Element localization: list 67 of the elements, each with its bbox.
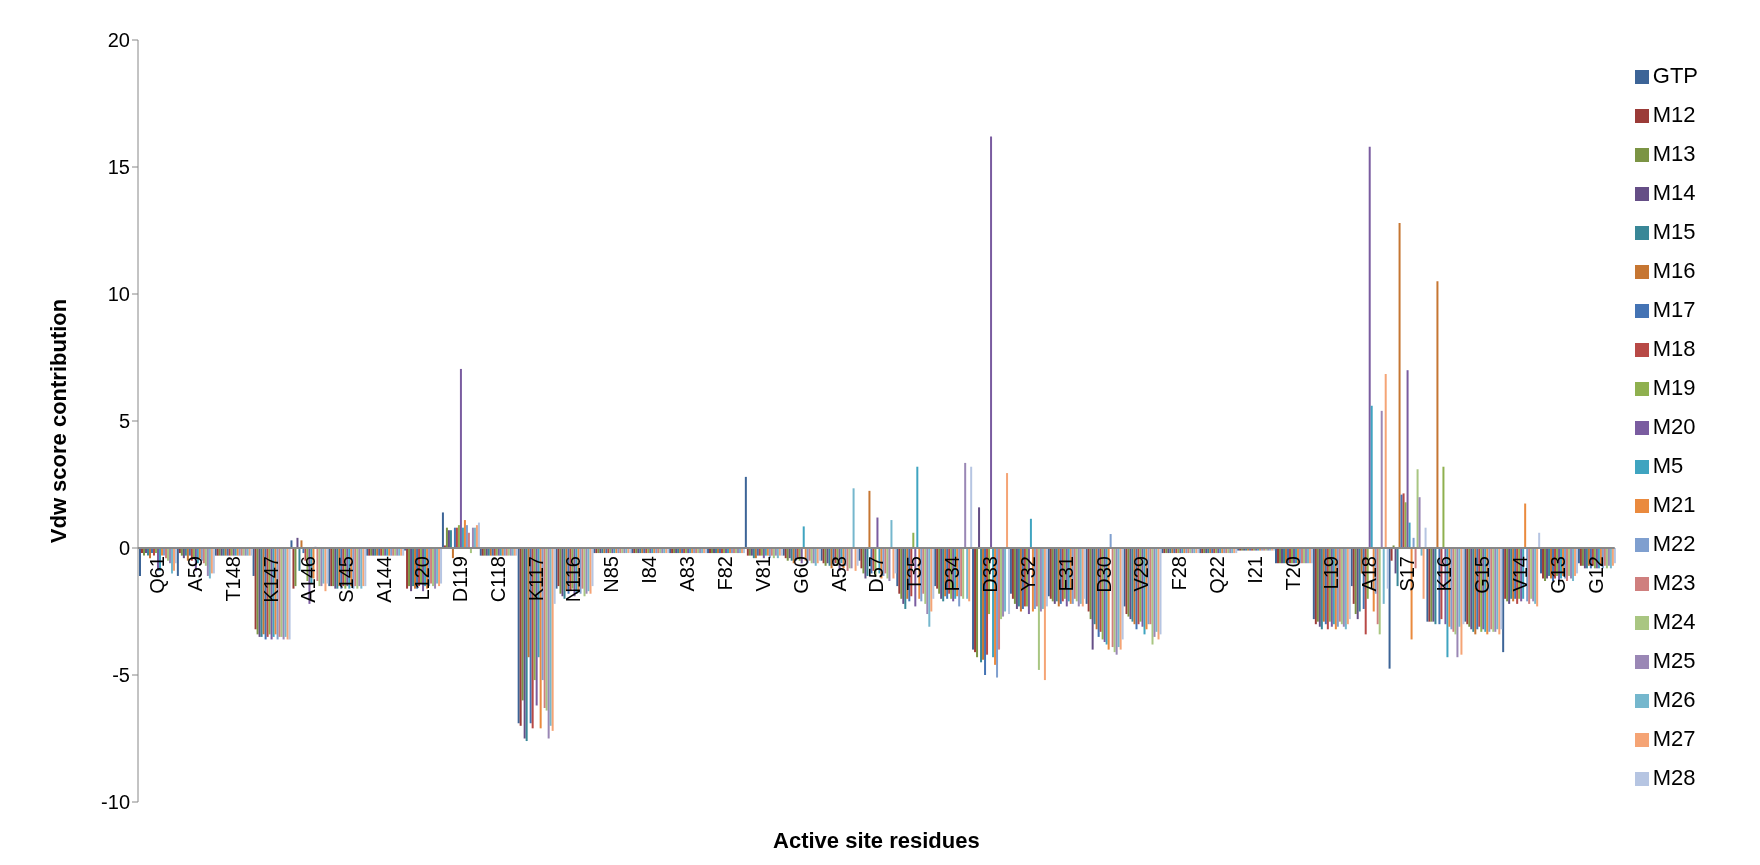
x-tick-label: L120 — [410, 556, 433, 601]
legend-label: M13 — [1652, 140, 1696, 166]
x-tick-label: D57 — [865, 556, 888, 593]
x-tick-label: Y32 — [1016, 556, 1039, 592]
x-tick-label: G13 — [1546, 556, 1569, 594]
x-tick-label: D30 — [1092, 556, 1115, 593]
x-tick-label: L19 — [1319, 556, 1342, 590]
x-tick-label: Q61 — [145, 556, 168, 594]
x-tick-label: C118 — [486, 556, 509, 603]
x-tick-label: A144 — [373, 556, 396, 603]
x-tick-label: I84 — [638, 556, 661, 584]
x-tick-label: D33 — [978, 556, 1001, 593]
legend-label: M20 — [1652, 413, 1696, 439]
x-tick-label: E31 — [1054, 556, 1077, 592]
x-tick-label: K147 — [259, 556, 282, 603]
x-tick-label: T35 — [903, 556, 926, 591]
legend-label: M26 — [1652, 686, 1696, 712]
x-tick-label: N85 — [600, 556, 623, 593]
x-tick-label: P34 — [941, 556, 964, 592]
legend-label: M14 — [1652, 179, 1696, 205]
legend-label: M27 — [1652, 725, 1696, 751]
x-tick-label: G60 — [789, 556, 812, 594]
x-tick-label: F28 — [1168, 556, 1191, 591]
x-tick-label: S145 — [335, 556, 358, 603]
x-tick-label: S17 — [1395, 556, 1418, 592]
x-tick-label: Q22 — [1206, 556, 1229, 594]
x-tick-label: A58 — [827, 556, 850, 592]
x-tick-label: N116 — [562, 556, 585, 603]
x-tick-label: V81 — [751, 556, 774, 592]
x-tick-label: D119 — [448, 556, 471, 603]
legend-label: M28 — [1652, 764, 1696, 790]
x-tick-label: I21 — [1244, 556, 1267, 584]
legend-label: M25 — [1652, 647, 1696, 673]
x-tick-label: T20 — [1281, 556, 1304, 591]
x-tick-label: A83 — [676, 556, 699, 592]
legend-label: M21 — [1652, 491, 1696, 517]
y-tick-label: 15 — [107, 156, 130, 179]
y-tick-label: 20 — [107, 29, 130, 52]
x-tick-label: G12 — [1584, 556, 1607, 594]
x-tick-label: V29 — [1130, 556, 1153, 592]
y-tick-label: -10 — [101, 791, 130, 814]
x-tick-label: G15 — [1471, 556, 1494, 594]
legend-label: M16 — [1652, 257, 1696, 283]
x-axis-title: Active site residues — [773, 828, 980, 853]
y-tick-label: 0 — [118, 537, 130, 560]
x-tick-label: K16 — [1433, 556, 1456, 592]
x-tick-label: F82 — [713, 556, 736, 591]
y-tick-label: 10 — [107, 283, 130, 306]
legend-label: M18 — [1652, 335, 1696, 361]
legend-label: M24 — [1652, 608, 1696, 634]
x-tick-label: V14 — [1509, 556, 1532, 592]
legend-label: M12 — [1652, 101, 1696, 127]
legend-label: M23 — [1652, 569, 1696, 595]
x-tick-label: A146 — [297, 556, 320, 603]
legend-label: M17 — [1652, 296, 1696, 322]
legend-label: GTP — [1652, 62, 1698, 88]
x-tick-label: T148 — [221, 556, 244, 602]
legend-label: M15 — [1652, 218, 1696, 244]
y-tick-label: 5 — [118, 410, 130, 433]
x-tick-label: A18 — [1357, 556, 1380, 592]
legend-label: M5 — [1652, 452, 1684, 478]
y-tick-label: -5 — [112, 664, 130, 687]
legend-label: M19 — [1652, 374, 1696, 400]
legend-label: M22 — [1652, 530, 1696, 556]
x-tick-label: A59 — [183, 556, 206, 592]
y-axis-title: Vdw score contribution — [45, 298, 71, 544]
x-tick-label: K117 — [524, 556, 547, 602]
